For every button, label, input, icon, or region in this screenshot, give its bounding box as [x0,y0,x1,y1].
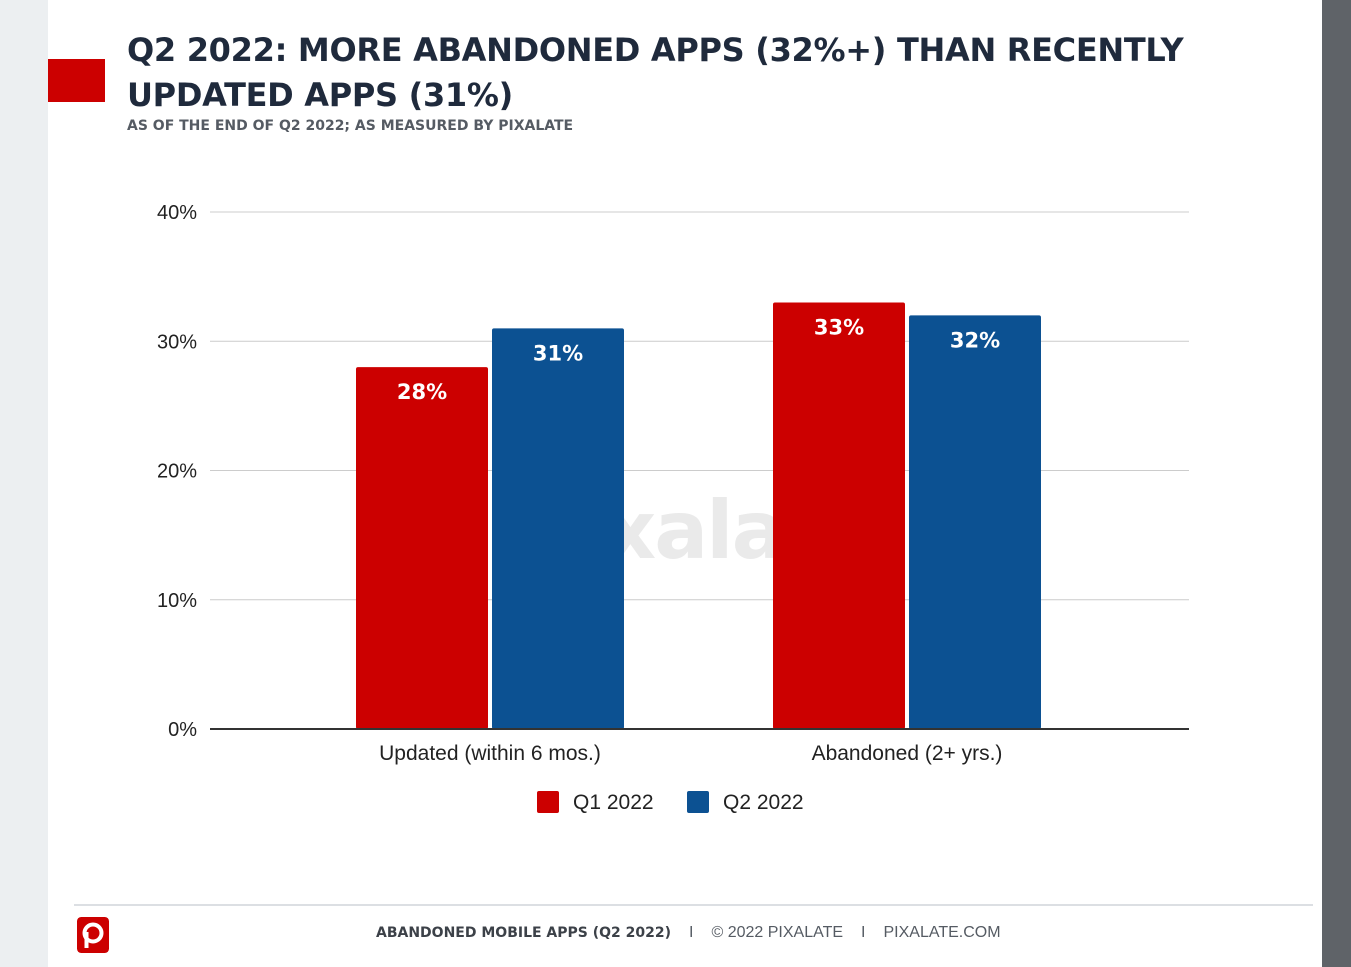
bar [492,328,624,729]
bar-layer: 28% 31% 33% 32% [356,302,1041,729]
bar-data-label: 28% [397,380,447,404]
bar-data-label: 33% [814,315,864,339]
footer-divider [74,904,1313,906]
y-tick-label: 0% [168,719,197,741]
bar [909,315,1041,729]
title-accent-block [48,59,105,102]
chart-subtitle: AS OF THE END OF Q2 2022; AS MEASURED BY… [127,118,574,134]
bar [356,367,488,729]
footer-separator: I [689,924,694,941]
legend-swatch [537,791,559,813]
legend-label: Q2 2022 [723,791,804,814]
y-tick-label: 20% [157,461,197,483]
legend-label: Q1 2022 [573,791,654,814]
chart-title: Q2 2022: MORE ABANDONED APPS (32%+) THAN… [127,31,1184,114]
axis-layer: 0% 10% 20% 30% 40% Updated (within 6 mos.) Aba… [157,202,1189,765]
footer-separator: I [861,924,866,941]
x-tick-label: Updated (within 6 mos.) [379,742,601,765]
legend-swatch [687,791,709,813]
bar-data-label: 32% [950,328,1000,352]
slide-canvas [48,0,1322,967]
legend: Q1 2022 Q2 2022 [537,791,804,814]
right-edge [1322,0,1351,967]
bar-data-label: 31% [533,341,583,365]
left-margin [0,0,48,967]
footer-site-link[interactable]: PIXALATE.COM [883,924,1001,941]
pixalate-logo-icon [77,917,109,953]
x-tick-label: Abandoned (2+ yrs.) [812,742,1003,765]
footer-copyright: © 2022 PIXALATE [711,924,844,941]
y-tick-label: 40% [157,202,197,224]
footer-text: ABANDONED MOBILE APPS (Q2 2022) I © 2022… [376,923,1001,943]
bar [773,302,905,729]
footer-report-name: ABANDONED MOBILE APPS (Q2 2022) [376,925,672,941]
pixalate-logo [77,917,109,953]
y-tick-label: 10% [157,590,197,612]
y-tick-label: 30% [157,331,197,353]
